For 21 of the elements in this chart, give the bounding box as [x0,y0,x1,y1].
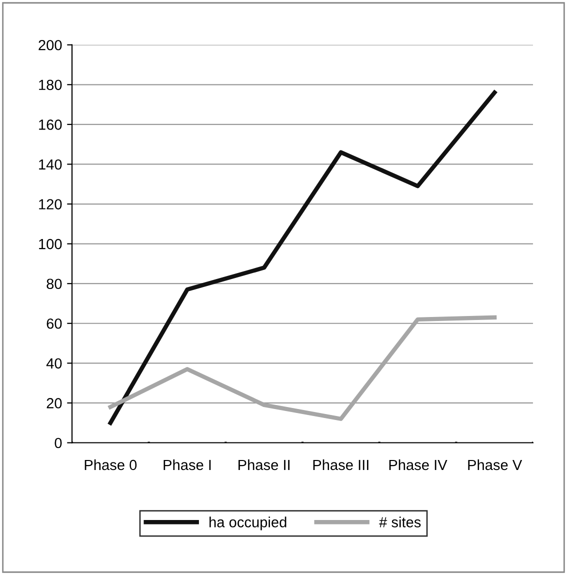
line-series [108,90,497,425]
y-tick-label: 80 [46,278,62,290]
legend-label: # sites [379,516,421,528]
x-tick-label: Phase II [238,459,290,470]
y-tick-label: 180 [39,80,62,90]
y-tick-label: 140 [39,159,62,170]
y-tick-label: 160 [39,120,62,130]
y-tick-label: 0 [54,438,62,448]
y-tick-label: 100 [39,238,62,250]
x-tick-label: Phase I [164,459,211,470]
y-tick-label: 200 [38,40,62,50]
x-tick-label: Phase 0 [84,459,137,470]
x-tick-label: Phase IV [389,459,448,470]
legend-label: ha occupied [210,516,286,530]
x-tick-label: Phase III [313,459,368,470]
x-tick-label: Phase V [468,459,522,470]
y-tick-label: 40 [46,358,62,369]
y-tick-label: 20 [46,398,62,408]
y-tick-label: 120 [39,199,62,210]
y-tick-label: 60 [46,318,62,329]
line-series [108,315,497,421]
